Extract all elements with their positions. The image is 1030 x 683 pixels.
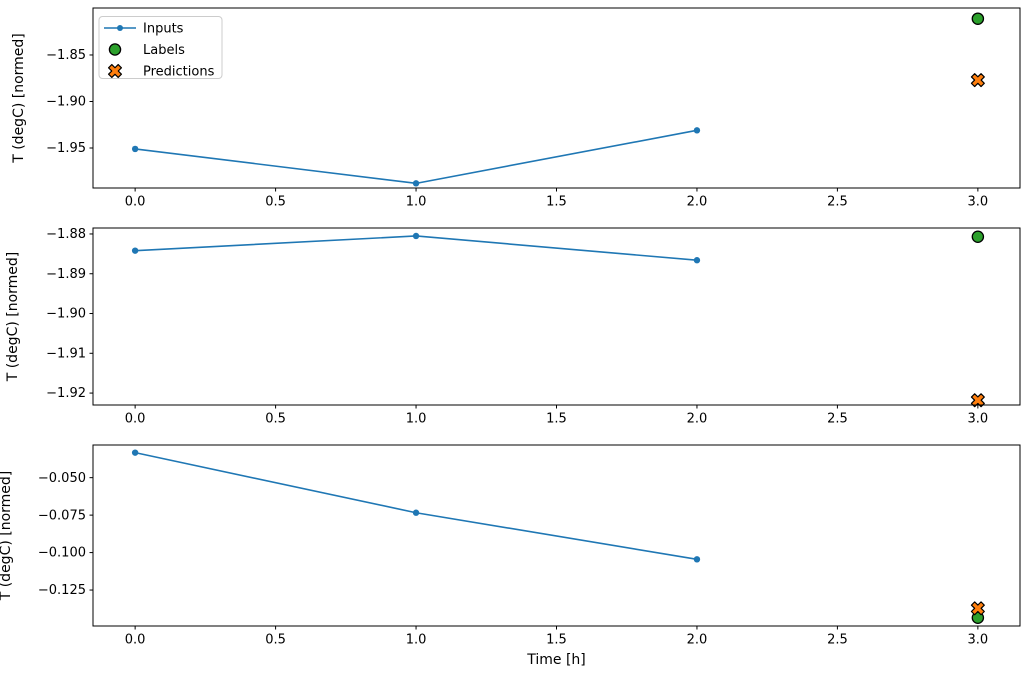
legend-entry-label: Predictions [143,65,215,80]
y-tick-label: −1.88 [46,227,86,242]
plot-area [93,8,1020,188]
x-tick-label: 1.0 [406,195,427,210]
y-axis: −1.88 −1.89 −1.90 −1.91 −1.92 [46,227,93,401]
x-tick-label: 3.0 [968,412,989,427]
x-tick-label: 0.0 [125,195,146,210]
labels-marker [971,12,985,25]
plot-area [93,228,1020,405]
y-axis-label: T (degC) [normed] [5,252,21,383]
labels-marker [971,230,985,244]
x-tick-label: 0.0 [125,633,146,648]
x-tick-label: 1.5 [546,633,567,648]
x-tick-label: 2.0 [687,633,708,648]
x-tick-label: 1.0 [406,633,427,648]
y-axis: −1.85 −1.90 −1.95 [46,48,93,156]
x-tick-label: 0.0 [125,412,146,427]
x-tick-label: 0.5 [265,633,286,648]
x-axis: 0.0 0.5 1.0 1.5 2.0 2.5 3.0 [125,626,988,648]
legend-entry-label: Labels [143,43,185,58]
plot-border [92,444,1021,627]
subplot-2: 0.0 0.5 1.0 1.5 2.0 2.5 3.0 −1.88 −1.89 −1.90 −1.9… [5,227,1021,427]
x-tick-label: 0.5 [265,195,286,210]
subplot-1: 0.0 0.5 1.0 1.5 2.0 2.5 3.0 −1.85 −1.90 −1.95 T (d… [11,7,1021,210]
x-axis: 0.0 0.5 1.0 1.5 2.0 2.5 3.0 [125,405,988,427]
x-tick-label: 1.5 [546,195,567,210]
y-axis: −0.050 −0.075 −0.100 −0.125 [38,471,93,598]
x-tick-label: 1.0 [406,412,427,427]
predictions-marker [970,73,985,88]
x-axis-label: Time [h] [526,652,586,668]
inputs-marker [412,509,420,516]
legend-entry-predictions: Predictions [107,63,215,80]
inputs-marker [693,257,701,264]
inputs-marker [412,180,420,187]
y-tick-label: −1.90 [46,95,86,110]
x-tick-label: 3.0 [968,195,989,210]
legend-box [98,16,223,79]
x-tick-label: 3.0 [968,633,989,648]
y-axis-label: T (degC) [normed] [11,33,27,164]
legend-entry-labels: Labels [108,43,185,58]
subplot-3: 0.0 0.5 1.0 1.5 2.0 2.5 3.0−0.050−0.075−0.100−… [0,444,1021,648]
plot-border [92,227,1021,406]
y-tick-label: −1.95 [46,141,86,156]
x-tick-label: 1.5 [546,412,567,427]
y-tick-label: −1.85 [46,48,86,63]
inputs-marker [693,127,701,134]
x-tick-label: 0.5 [265,412,286,427]
y-tick-label: −0.100 [38,546,86,561]
x-tick-label: 2.5 [827,633,848,648]
inputs-dot-sample-icon [117,25,123,31]
y-tick-label: −1.91 [46,346,86,361]
y-tick-label: −1.92 [46,386,86,401]
inputs-marker [131,449,139,456]
inputs-marker [412,232,420,240]
inputs-marker [131,145,139,153]
x-tick-label: 2.5 [827,412,848,427]
y-tick-label: −0.075 [38,508,86,523]
y-tick-label: −1.90 [46,307,86,322]
y-tick-label: −1.89 [46,267,86,282]
y-axis-label: T (degC) [normed] [0,471,14,602]
inputs-marker [131,247,139,254]
predictions-marker [970,601,985,616]
x-axis: 0.0 0.5 1.0 1.5 2.0 2.5 3.0 [125,188,988,210]
legend-entry-label: Inputs [143,22,184,37]
legend-entry-inputs: Inputs [104,22,184,37]
legend: Inputs Labels Predictions [98,16,223,80]
predictions-x-sample-icon [107,63,123,79]
x-tick-label: 2.5 [827,195,848,210]
labels-circle-sample-icon [108,43,122,56]
y-tick-label: −0.050 [38,471,86,486]
inputs-marker [693,556,701,563]
plot-border [92,7,1021,189]
x-tick-label: 2.0 [687,195,708,210]
y-tick-label: −0.125 [38,583,86,598]
predictions-marker [970,393,985,408]
x-tick-label: 2.0 [687,412,708,427]
